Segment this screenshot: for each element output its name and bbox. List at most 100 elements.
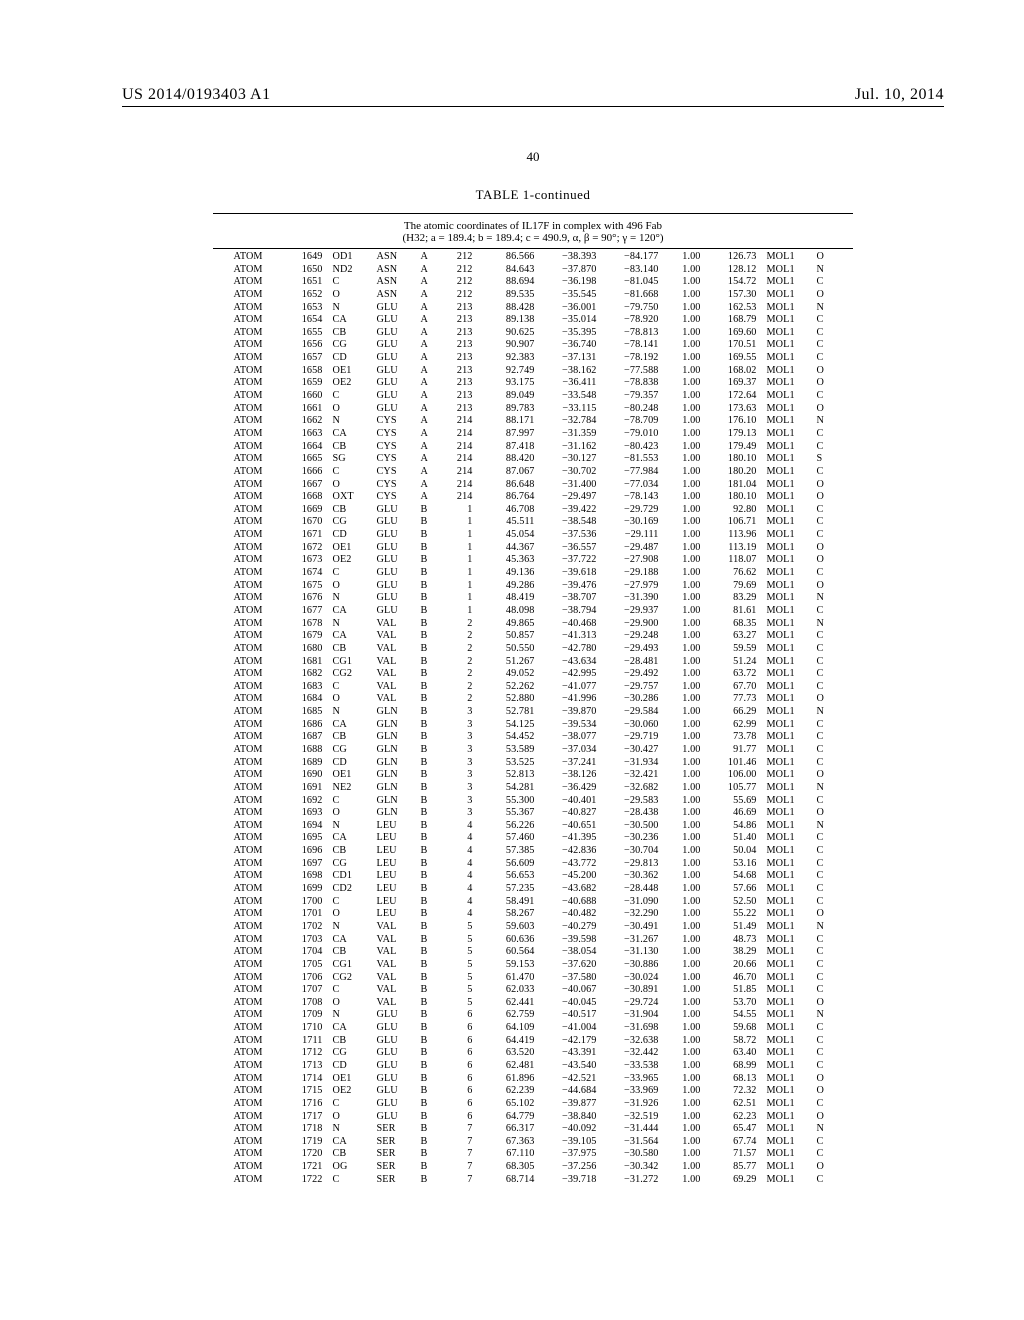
cell-y: −37.722 <box>540 554 602 567</box>
cell-res: GLN <box>372 769 416 782</box>
table-row: ATOM1658OE1GLUA21392.749−38.162−77.5881.… <box>229 365 838 378</box>
cell-el: C <box>812 934 838 947</box>
cell-oc: 1.00 <box>664 883 706 896</box>
cell-resn: 212 <box>440 289 478 302</box>
cell-ser: 1686 <box>284 719 328 732</box>
cell-at: O <box>328 908 372 921</box>
cell-bf: 181.04 <box>706 479 762 492</box>
cell-el: C <box>812 466 838 479</box>
cell-ch: A <box>416 377 440 390</box>
cell-z: −29.584 <box>602 706 664 719</box>
cell-ch: B <box>416 1161 440 1174</box>
cell-res: CYS <box>372 441 416 454</box>
cell-oc: 1.00 <box>664 390 706 403</box>
cell-oc: 1.00 <box>664 832 706 845</box>
table-row: ATOM1679CAVALB250.857−41.313−29.2481.006… <box>229 630 838 643</box>
cell-at: CA <box>328 1136 372 1149</box>
cell-seg: MOL1 <box>762 706 812 719</box>
cell-ch: A <box>416 415 440 428</box>
cell-resn: 5 <box>440 921 478 934</box>
cell-res: LEU <box>372 820 416 833</box>
cell-ch: B <box>416 693 440 706</box>
cell-at: CG <box>328 858 372 871</box>
cell-res: LEU <box>372 883 416 896</box>
cell-resn: 214 <box>440 453 478 466</box>
cell-x: 89.783 <box>478 403 540 416</box>
cell-el: C <box>812 504 838 517</box>
cell-ch: B <box>416 1047 440 1060</box>
cell-oc: 1.00 <box>664 769 706 782</box>
cell-rec: ATOM <box>229 529 284 542</box>
cell-resn: 6 <box>440 1073 478 1086</box>
cell-res: CYS <box>372 479 416 492</box>
cell-ser: 1697 <box>284 858 328 871</box>
cell-ch: B <box>416 946 440 959</box>
cell-seg: MOL1 <box>762 1161 812 1174</box>
cell-y: −36.557 <box>540 542 602 555</box>
cell-bf: 101.46 <box>706 757 762 770</box>
cell-res: CYS <box>372 491 416 504</box>
cell-y: −45.200 <box>540 870 602 883</box>
cell-x: 62.759 <box>478 1009 540 1022</box>
cell-ser: 1685 <box>284 706 328 719</box>
cell-seg: MOL1 <box>762 592 812 605</box>
cell-ch: B <box>416 972 440 985</box>
cell-ser: 1711 <box>284 1035 328 1048</box>
cell-x: 48.098 <box>478 605 540 618</box>
cell-x: 68.714 <box>478 1174 540 1187</box>
cell-x: 57.235 <box>478 883 540 896</box>
cell-z: −29.900 <box>602 618 664 631</box>
cell-ch: B <box>416 896 440 909</box>
cell-z: −29.729 <box>602 504 664 517</box>
cell-at: C <box>328 984 372 997</box>
cell-y: −40.688 <box>540 896 602 909</box>
cell-x: 66.317 <box>478 1123 540 1136</box>
cell-z: −30.500 <box>602 820 664 833</box>
cell-seg: MOL1 <box>762 832 812 845</box>
cell-at: CB <box>328 504 372 517</box>
cell-z: −31.272 <box>602 1174 664 1187</box>
cell-resn: 7 <box>440 1174 478 1187</box>
cell-x: 55.300 <box>478 795 540 808</box>
cell-z: −83.140 <box>602 264 664 277</box>
cell-el: O <box>812 997 838 1010</box>
cell-res: VAL <box>372 959 416 972</box>
cell-seg: MOL1 <box>762 479 812 492</box>
cell-resn: 4 <box>440 820 478 833</box>
cell-z: −27.979 <box>602 580 664 593</box>
cell-bf: 50.04 <box>706 845 762 858</box>
cell-seg: MOL1 <box>762 731 812 744</box>
table-title: TABLE 1-continued <box>122 187 944 203</box>
cell-ch: B <box>416 883 440 896</box>
cell-seg: MOL1 <box>762 1136 812 1149</box>
table-row: ATOM1714OE1GLUB661.896−42.521−33.9651.00… <box>229 1073 838 1086</box>
cell-ser: 1664 <box>284 441 328 454</box>
cell-x: 44.367 <box>478 542 540 555</box>
cell-el: N <box>812 415 838 428</box>
cell-oc: 1.00 <box>664 1060 706 1073</box>
cell-x: 62.239 <box>478 1085 540 1098</box>
cell-el: C <box>812 643 838 656</box>
cell-bf: 92.80 <box>706 504 762 517</box>
cell-oc: 1.00 <box>664 554 706 567</box>
cell-resn: 4 <box>440 883 478 896</box>
cell-z: −78.920 <box>602 314 664 327</box>
cell-bf: 168.79 <box>706 314 762 327</box>
cell-rec: ATOM <box>229 896 284 909</box>
cell-ser: 1708 <box>284 997 328 1010</box>
cell-resn: 1 <box>440 567 478 580</box>
cell-seg: MOL1 <box>762 845 812 858</box>
cell-bf: 106.71 <box>706 516 762 529</box>
cell-z: −77.034 <box>602 479 664 492</box>
cell-ser: 1670 <box>284 516 328 529</box>
cell-z: −78.192 <box>602 352 664 365</box>
cell-res: GLU <box>372 1035 416 1048</box>
cell-ser: 1675 <box>284 580 328 593</box>
cell-resn: 3 <box>440 706 478 719</box>
cell-ch: B <box>416 757 440 770</box>
cell-bf: 179.13 <box>706 428 762 441</box>
cell-ser: 1652 <box>284 289 328 302</box>
cell-ch: B <box>416 959 440 972</box>
cell-y: −40.045 <box>540 997 602 1010</box>
cell-resn: 1 <box>440 554 478 567</box>
